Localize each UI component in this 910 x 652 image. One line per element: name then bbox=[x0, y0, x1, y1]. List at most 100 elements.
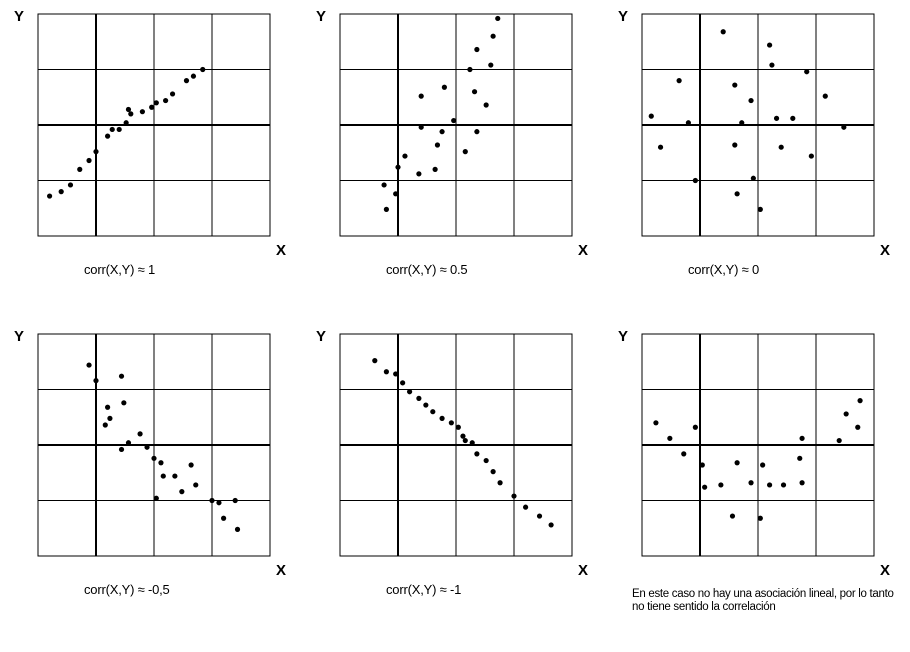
data-point bbox=[434, 142, 441, 148]
data-point bbox=[653, 420, 659, 426]
data-point bbox=[67, 182, 74, 188]
data-point bbox=[474, 46, 480, 53]
data-point bbox=[149, 104, 155, 110]
scatter-panel-6: Y X En este caso no hay una asociación lin… bbox=[618, 328, 908, 638]
data-point bbox=[125, 106, 132, 113]
data-point bbox=[439, 129, 445, 135]
data-point bbox=[125, 440, 132, 446]
data-point bbox=[402, 153, 408, 159]
data-point bbox=[732, 82, 738, 88]
data-point bbox=[93, 149, 99, 155]
data-point bbox=[739, 120, 745, 126]
data-point bbox=[648, 113, 654, 119]
data-point bbox=[773, 115, 780, 121]
data-point bbox=[160, 473, 166, 479]
data-point bbox=[169, 91, 176, 97]
data-point bbox=[667, 435, 673, 441]
data-point bbox=[395, 164, 401, 170]
data-point bbox=[372, 358, 378, 364]
data-point bbox=[418, 124, 424, 130]
x-axis-label: X bbox=[276, 242, 287, 259]
data-point bbox=[855, 424, 861, 430]
correlation-caption: corr(X,Y) ≈ 0.5 bbox=[386, 262, 468, 277]
data-point bbox=[748, 480, 754, 486]
data-point bbox=[483, 457, 489, 464]
data-point bbox=[221, 515, 227, 521]
data-point bbox=[720, 29, 726, 35]
data-point bbox=[467, 66, 473, 73]
x-axis-label: X bbox=[880, 242, 891, 259]
data-point bbox=[769, 62, 775, 68]
data-point bbox=[757, 206, 763, 212]
data-point bbox=[841, 124, 847, 130]
data-point bbox=[685, 120, 691, 126]
data-point bbox=[200, 66, 206, 73]
data-point bbox=[416, 171, 422, 177]
x-axis-label: X bbox=[880, 562, 891, 579]
data-point bbox=[128, 111, 134, 117]
data-point bbox=[657, 144, 664, 150]
data-point bbox=[451, 117, 457, 124]
scatter-plot bbox=[339, 333, 573, 557]
data-point bbox=[799, 480, 805, 486]
scatter-plot bbox=[339, 13, 573, 237]
scatter-plot bbox=[37, 13, 271, 237]
data-point bbox=[153, 495, 159, 501]
data-point bbox=[836, 437, 842, 444]
data-point bbox=[455, 424, 461, 430]
data-point bbox=[116, 126, 122, 133]
data-point bbox=[681, 451, 687, 457]
data-point bbox=[702, 484, 708, 490]
data-point bbox=[750, 175, 756, 181]
data-point bbox=[439, 415, 445, 421]
data-point bbox=[757, 515, 763, 521]
data-point bbox=[423, 402, 429, 408]
data-point bbox=[790, 115, 796, 121]
data-point bbox=[144, 444, 150, 450]
y-axis-label: Y bbox=[316, 8, 327, 25]
data-point bbox=[462, 149, 468, 155]
data-point bbox=[780, 482, 787, 488]
data-point bbox=[732, 142, 738, 148]
data-point bbox=[118, 373, 125, 379]
data-point bbox=[474, 451, 480, 457]
data-point bbox=[804, 69, 810, 75]
data-point bbox=[430, 409, 436, 415]
y-axis-label: Y bbox=[316, 328, 327, 345]
data-point bbox=[158, 460, 164, 466]
data-point bbox=[121, 400, 127, 406]
data-point bbox=[488, 62, 494, 68]
data-point bbox=[495, 15, 501, 22]
data-point bbox=[699, 462, 705, 468]
y-axis-label: Y bbox=[618, 328, 629, 345]
data-point bbox=[483, 102, 489, 108]
data-point bbox=[118, 446, 125, 453]
data-point bbox=[734, 191, 740, 197]
correlation-caption: corr(X,Y) ≈ 1 bbox=[84, 262, 155, 277]
data-point bbox=[407, 389, 413, 395]
y-axis-label: Y bbox=[618, 8, 629, 25]
data-point bbox=[172, 473, 178, 479]
data-point bbox=[183, 78, 190, 84]
data-point bbox=[179, 489, 185, 495]
data-point bbox=[58, 189, 64, 195]
y-axis-label: Y bbox=[14, 328, 25, 345]
correlation-caption: corr(X,Y) ≈ -0,5 bbox=[84, 582, 170, 597]
data-point bbox=[536, 513, 543, 519]
y-axis-label: Y bbox=[14, 8, 25, 25]
x-axis-label: X bbox=[578, 242, 589, 259]
data-point bbox=[151, 455, 157, 461]
data-point bbox=[748, 97, 754, 104]
data-point bbox=[460, 433, 466, 439]
data-point bbox=[808, 153, 814, 159]
correlation-caption: corr(X,Y) ≈ -1 bbox=[386, 582, 462, 597]
data-point bbox=[232, 497, 238, 504]
data-point bbox=[105, 404, 111, 410]
data-point bbox=[188, 462, 194, 468]
data-point bbox=[163, 97, 169, 104]
data-point bbox=[400, 380, 406, 386]
data-point bbox=[490, 469, 496, 475]
data-point bbox=[734, 460, 740, 466]
data-point bbox=[137, 431, 143, 437]
